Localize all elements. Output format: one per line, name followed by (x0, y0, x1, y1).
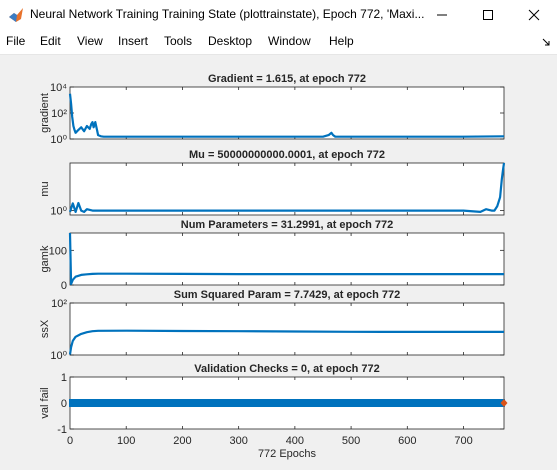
y-tick-label-3-0: 10⁰ (50, 350, 67, 362)
matlab-icon (9, 8, 23, 22)
x-tick-label-0: 0 (67, 435, 73, 447)
y-axis-label-2: gamk (39, 245, 51, 272)
menu-window[interactable]: Window (268, 34, 311, 48)
plot-title-1: Mu = 50000000000.0001, at epoch 772 (189, 149, 385, 161)
plot-title-2: Num Parameters = 31.2991, at epoch 772 (181, 219, 393, 231)
y-axis-label-1: mu (39, 181, 51, 196)
plot-axes-1 (69, 162, 505, 216)
close-button[interactable] (511, 0, 557, 30)
y-tick-label-2-1: 100 (49, 245, 67, 257)
plot-axes-3 (69, 302, 505, 356)
y-tick-label-4-2: 1 (61, 372, 67, 384)
plot-title-4: Validation Checks = 0, at epoch 772 (194, 363, 380, 375)
plot-title-3: Sum Squared Param = 7.7429, at epoch 772 (174, 289, 401, 301)
x-tick-label-7: 700 (454, 435, 472, 447)
close-icon (528, 9, 540, 21)
plot-title-0: Gradient = 1.615, at epoch 772 (208, 73, 366, 85)
series-line-0 (68, 93, 505, 138)
y-tick-label-0-2: 10⁴ (50, 82, 67, 94)
dock-arrow-icon[interactable] (541, 37, 551, 47)
series-line-2 (68, 232, 504, 286)
y-axis-label-3: ssX (39, 319, 51, 338)
x-tick-label-3: 300 (229, 435, 247, 447)
y-tick-label-0-1: 10² (51, 108, 67, 120)
x-tick-label-5: 500 (342, 435, 360, 447)
series-line-3 (68, 329, 504, 355)
y-tick-label-2-0: 0 (61, 280, 67, 292)
menu-bar: File Edit View Insert Tools Desktop Wind… (0, 30, 557, 55)
x-tick-label-4: 400 (286, 435, 304, 447)
maximize-icon (483, 10, 493, 20)
plot-axes-2 (69, 232, 505, 286)
y-axis-label-4: val fail (39, 387, 51, 418)
x-tick-label-2: 200 (173, 435, 191, 447)
y-tick-label-0-0: 10⁰ (50, 134, 67, 146)
last-epoch-marker (500, 399, 508, 407)
plot-axes-0 (69, 86, 505, 140)
menu-tools[interactable]: Tools (164, 34, 193, 48)
menu-insert[interactable]: Insert (118, 34, 149, 48)
training-state-plots: Gradient = 1.615, at epoch 772gradient10… (39, 73, 508, 460)
y-axis-label-0: gradient (39, 93, 51, 133)
title-bar: Neural Network Training Training State (… (0, 0, 557, 30)
y-tick-label-3-1: 10² (51, 298, 67, 310)
minimize-button[interactable] (419, 0, 465, 30)
menu-help[interactable]: Help (329, 34, 354, 48)
maximize-button[interactable] (465, 0, 511, 30)
y-tick-label-4-1: 0 (61, 398, 67, 410)
window-title: Neural Network Training Training State (… (30, 7, 425, 21)
menu-view[interactable]: View (77, 34, 103, 48)
menu-desktop[interactable]: Desktop (208, 34, 253, 48)
x-tick-label-6: 600 (398, 435, 416, 447)
validation-markers-4 (69, 399, 505, 407)
x-axis-label: 772 Epochs (258, 448, 317, 460)
y-tick-label-4-0: -1 (57, 424, 67, 436)
figure-area: Gradient = 1.615, at epoch 772 gradient 10… (0, 55, 557, 470)
menu-edit[interactable]: Edit (40, 34, 61, 48)
menu-file[interactable]: File (6, 34, 26, 48)
minimize-icon (437, 14, 447, 16)
y-tick-label-1-0: 10⁰ (50, 206, 67, 218)
x-tick-label-1: 100 (117, 435, 135, 447)
series-line-1 (68, 162, 506, 213)
